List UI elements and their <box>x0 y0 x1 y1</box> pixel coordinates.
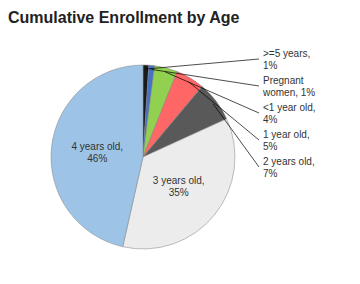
svg-text:Pregnantwomen, 1%: Pregnantwomen, 1% <box>262 75 315 98</box>
svg-text:>=5 years,1%: >=5 years,1% <box>263 48 310 71</box>
svg-text:4 years old,46%: 4 years old,46% <box>71 140 123 163</box>
svg-text:2 years old,7%: 2 years old,7% <box>263 156 315 179</box>
svg-text:3 years old,35%: 3 years old,35% <box>153 175 205 198</box>
svg-text:<1 year old,4%: <1 year old,4% <box>263 102 316 125</box>
svg-text:1 year old,5%: 1 year old,5% <box>263 129 310 152</box>
html-text:Cumulative Enrollment by Age: Cumulative Enrollment by Age <box>8 9 240 26</box>
